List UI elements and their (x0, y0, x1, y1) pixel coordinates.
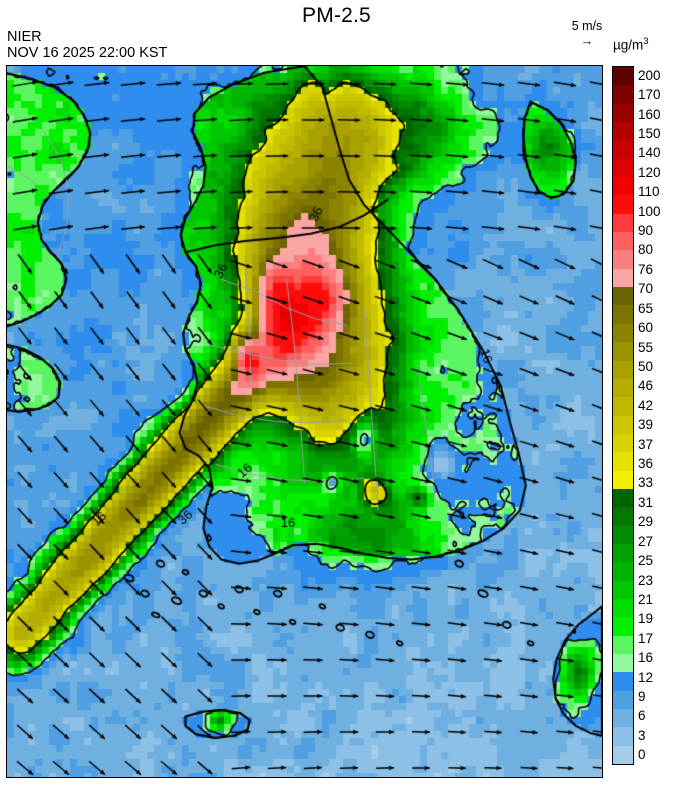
colorbar-tick-label: 120 (638, 164, 661, 180)
colorbar-swatch (613, 268, 633, 288)
colorbar-swatch (613, 122, 633, 141)
colorbar-swatch (613, 672, 633, 691)
colorbar-tick-label: 170 (638, 87, 661, 103)
colorbar-tick-label: 6 (638, 708, 646, 724)
colorbar-swatch (613, 617, 633, 636)
colorbar-swatch (613, 250, 633, 269)
colorbar-swatch (613, 543, 633, 563)
colorbar-swatch (613, 232, 633, 251)
colorbar-swatch (613, 635, 633, 654)
colorbar-unit-label: µg/m3 (613, 36, 649, 53)
colorbar-tick-label: 19 (638, 611, 654, 627)
colorbar-swatch (613, 654, 633, 673)
colorbar-tick-label: 27 (638, 533, 654, 549)
colorbar-tick-label: 200 (638, 67, 661, 83)
colorbar-tick-label: 46 (638, 378, 654, 394)
datetime-label: NOV 16 2025 22:00 KST (7, 45, 168, 61)
page-title: PM-2.5 (302, 4, 371, 27)
colorbar-tick-labels: 200 170 160 150 140 120 110 100 90 80 76 70 65 60 55 50… (638, 66, 673, 765)
wind-scale-label: 5 m/s (571, 19, 603, 33)
colorbar-tick-label: 55 (638, 339, 654, 355)
colorbar-swatch (613, 470, 633, 489)
colorbar-swatch (613, 67, 633, 86)
colorbar-swatch (613, 562, 633, 581)
colorbar-tick-label: 160 (638, 106, 661, 122)
colorbar-tick-label: 3 (638, 727, 646, 743)
colorbar-swatch (613, 415, 633, 434)
colorbar-tick-label: 76 (638, 261, 654, 277)
colorbar-tick-label: 90 (638, 223, 654, 239)
colorbar-swatch (613, 378, 633, 398)
colorbar-swatch (613, 305, 633, 324)
colorbar-tick-label: 140 (638, 145, 661, 161)
pm25-concentration-raster (7, 66, 602, 777)
colorbar-tick-label: 29 (638, 514, 654, 530)
colorbar-tick-label: 70 (638, 281, 654, 297)
colorbar-swatch (613, 507, 633, 526)
colorbar-swatch (613, 598, 633, 618)
agency-label: NIER (7, 29, 42, 45)
colorbar-tick-label: 23 (638, 572, 654, 588)
colorbar-swatch (613, 397, 633, 416)
colorbar-swatch (613, 433, 633, 453)
colorbar-tick-label: 31 (638, 494, 654, 510)
colorbar-tick-label: 9 (638, 689, 646, 705)
colorbar-tick-label: 33 (638, 475, 654, 491)
colorbar-tick-label: 42 (638, 397, 654, 413)
colorbar-tick-label: 39 (638, 417, 654, 433)
colorbar-swatch (613, 525, 633, 544)
colorbar-swatch (613, 213, 633, 233)
colorbar-tick-label: 25 (638, 553, 654, 569)
map-panel[interactable] (6, 65, 603, 778)
colorbar-swatch (613, 177, 633, 196)
colorbar (612, 66, 634, 765)
colorbar-tick-label: 17 (638, 630, 654, 646)
colorbar-swatch (613, 745, 633, 765)
colorbar-swatch (613, 452, 633, 471)
colorbar-tick-label: 100 (638, 203, 661, 219)
colorbar-swatch (613, 85, 633, 104)
colorbar-tick-label: 65 (638, 300, 654, 316)
colorbar-swatch (613, 690, 633, 710)
colorbar-swatch (613, 323, 633, 343)
colorbar-tick-label: 60 (638, 320, 654, 336)
colorbar-swatch (613, 360, 633, 379)
colorbar-tick-label: 0 (638, 747, 646, 763)
colorbar-swatch (613, 727, 633, 746)
colorbar-swatch (613, 580, 633, 599)
unit-base: µg/m (613, 37, 644, 53)
colorbar-swatch (613, 140, 633, 159)
colorbar-swatch (613, 709, 633, 728)
colorbar-swatch (613, 103, 633, 123)
unit-exponent: 3 (643, 36, 649, 47)
colorbar-swatch (613, 342, 633, 361)
colorbar-tick-label: 37 (638, 436, 654, 452)
colorbar-tick-label: 36 (638, 456, 654, 472)
colorbar-tick-label: 21 (638, 591, 654, 607)
wind-scale-legend: 5 m/s → (552, 19, 622, 48)
colorbar-swatch (613, 488, 633, 508)
colorbar-tick-label: 16 (638, 650, 654, 666)
colorbar-swatch (613, 287, 633, 306)
colorbar-swatch (613, 195, 633, 214)
colorbar-tick-label: 110 (638, 184, 660, 200)
wind-arrow-icon: → (580, 34, 594, 48)
colorbar-tick-label: 150 (638, 125, 661, 141)
colorbar-tick-label: 12 (638, 669, 654, 685)
colorbar-tick-label: 50 (638, 358, 654, 374)
colorbar-swatch (613, 158, 633, 178)
colorbar-tick-label: 80 (638, 242, 654, 258)
